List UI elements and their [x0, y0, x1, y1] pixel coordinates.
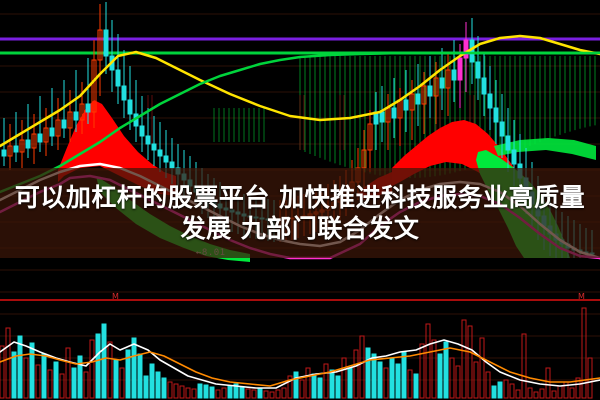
volume-ma-lines — [0, 339, 600, 389]
volume-marker-left: M — [112, 292, 119, 301]
volume-marker-right: M — [578, 292, 585, 301]
headline-line-1: 可以加杠杆的股票平台 加快推进科技服务业高质量 — [14, 183, 586, 212]
headline-overlay: 可以加杠杆的股票平台 加快推进科技服务业高质量 发展 九部门联合发文 — [0, 168, 600, 258]
headline-line-2: 发展 九部门联合发文 — [180, 214, 420, 243]
